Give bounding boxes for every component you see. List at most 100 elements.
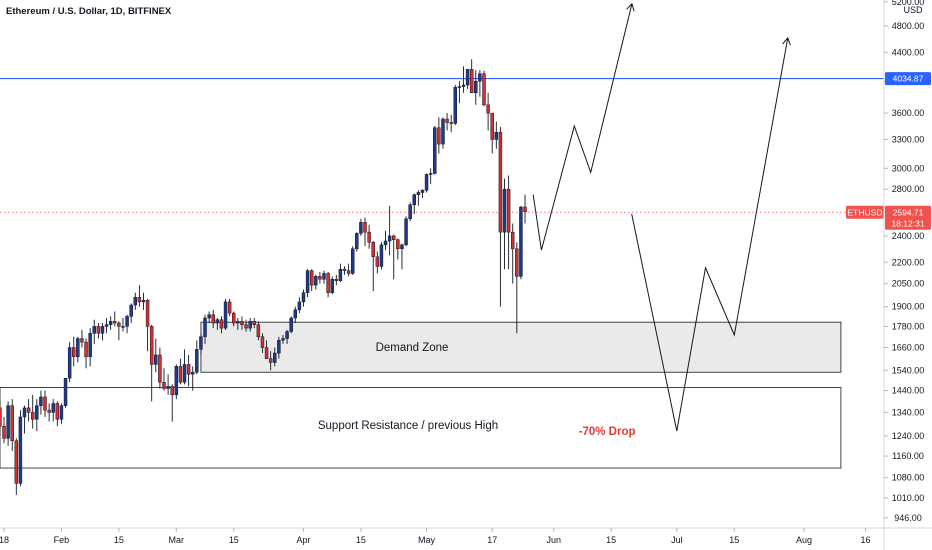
candle <box>309 269 314 292</box>
candle <box>240 316 244 330</box>
candle <box>129 303 133 324</box>
candle-body-up <box>289 317 293 332</box>
candle-body-down <box>445 118 449 123</box>
candle-body-up <box>39 396 43 406</box>
candle <box>178 358 183 385</box>
candle-body-up <box>314 276 318 286</box>
candle-body-up <box>416 192 421 195</box>
candle <box>108 316 113 330</box>
candle-body-up <box>6 405 10 439</box>
candle-body-up <box>129 304 133 317</box>
candle <box>104 318 109 334</box>
y-tick-label: 3000.00 <box>892 163 925 173</box>
x-tick-label: 15 <box>114 535 124 545</box>
x-tick-label: Jun <box>546 535 561 545</box>
currency-label: USD <box>903 5 923 15</box>
resistance-level-value: 4034.87 <box>893 74 924 84</box>
candle-body-up <box>338 268 343 281</box>
candle <box>14 438 19 496</box>
candle <box>515 242 519 334</box>
zones-layer <box>0 321 842 469</box>
candle <box>273 347 277 367</box>
candle-body-down <box>137 296 142 303</box>
candle-body-up <box>215 319 220 324</box>
candle-body-down <box>80 338 84 343</box>
candle-body-down <box>482 73 486 106</box>
candle-body-up <box>428 173 433 175</box>
candle <box>355 232 359 252</box>
x-tick-label: Jul <box>671 535 683 545</box>
y-tick-label: 1900.00 <box>892 302 925 312</box>
candle <box>47 403 51 422</box>
candle <box>289 316 293 334</box>
candle <box>219 316 224 334</box>
candle-body-up <box>248 321 252 329</box>
candle-body-up <box>104 324 109 327</box>
y-tick-label: 1780.00 <box>892 321 925 331</box>
candle-body-up <box>383 240 388 246</box>
candle-body-down <box>515 248 519 277</box>
candle-body-up <box>408 204 412 219</box>
candle <box>2 416 6 444</box>
candle <box>375 251 380 274</box>
candle <box>523 194 527 224</box>
y-tick-label: 1660.00 <box>892 343 925 353</box>
candle-body-down <box>10 405 14 442</box>
candle <box>154 338 158 373</box>
candle-body-up <box>305 270 310 293</box>
candle <box>359 218 363 236</box>
candle-body-down <box>375 256 380 267</box>
candle-body-down <box>506 188 511 233</box>
candle-body-up <box>67 347 72 379</box>
candle <box>207 311 211 324</box>
candle <box>59 403 64 424</box>
candle <box>363 217 367 247</box>
y-tick-label: 2050.00 <box>892 279 925 289</box>
candle-body-up <box>465 69 470 86</box>
candle <box>223 298 228 330</box>
candle-body-up <box>190 371 195 375</box>
bullish-path <box>532 5 632 251</box>
candle <box>121 318 125 332</box>
candle <box>293 306 298 324</box>
candle <box>338 263 343 283</box>
candle <box>76 336 80 363</box>
candle <box>195 340 199 375</box>
symbol-tag-bg <box>846 205 884 219</box>
candle-body-down <box>490 112 494 140</box>
candle <box>88 328 92 367</box>
x-axis[interactable]: 18 Feb 15 Mar 15 Apr 15 May 17 Jun 15 Jul 15 Aug 16 <box>0 528 871 545</box>
y-axis[interactable]: 5200.004800.004400.004000.003600.003300.… <box>884 0 931 523</box>
candle-body-up <box>494 131 499 140</box>
candle <box>486 92 490 131</box>
x-tick-label: Aug <box>796 535 812 545</box>
candle <box>244 319 248 332</box>
candle-body-down <box>260 336 265 348</box>
candle-body-up <box>441 118 445 145</box>
candle <box>30 394 35 429</box>
candle <box>203 314 207 344</box>
candle <box>72 336 76 367</box>
y-tick-label: 1160.00 <box>892 451 924 461</box>
y-tick-label: 1340.00 <box>892 407 925 417</box>
candle-body-up <box>59 405 64 420</box>
candle-body-down <box>244 324 248 329</box>
candle-body-up <box>420 190 425 193</box>
candle-body-up <box>387 235 392 242</box>
y-tick-label: 1440.00 <box>892 386 925 396</box>
candle-body-up <box>461 84 466 87</box>
candle <box>490 112 494 154</box>
support-resistance-zone <box>0 387 842 469</box>
candle-body-up <box>236 321 240 324</box>
symbol-tag: ETHUSD <box>846 205 884 219</box>
candle-body-down <box>396 239 400 250</box>
support-resistance-label: Support Resistance / previous High <box>318 420 498 432</box>
candle-body-up <box>478 73 482 82</box>
candle <box>330 276 334 295</box>
candle <box>190 366 195 391</box>
candle-body-up <box>133 296 138 306</box>
candle-body-down <box>309 270 314 286</box>
candle <box>342 266 347 275</box>
candle-body-down <box>162 382 166 389</box>
